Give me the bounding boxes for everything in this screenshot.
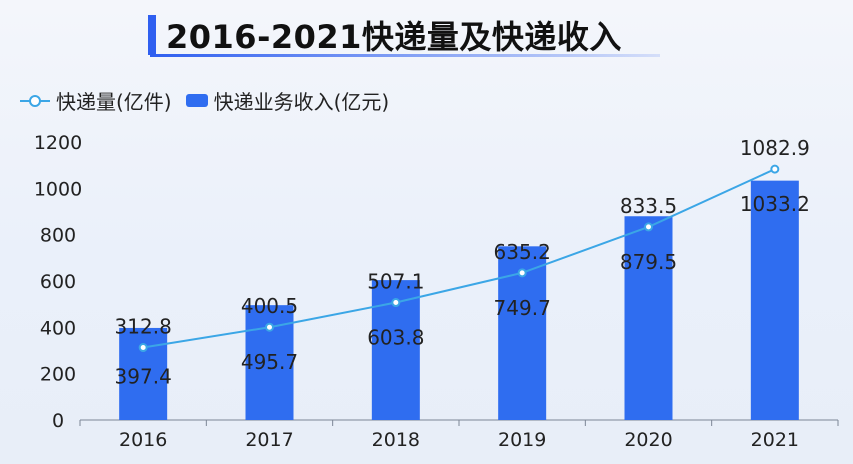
volume-line <box>143 168 776 349</box>
volume-data-label: 635.2 <box>494 240 551 264</box>
volume-point <box>517 268 527 278</box>
volume-point <box>138 343 148 353</box>
volume-data-label: 400.5 <box>241 294 298 318</box>
y-tick-label: 600 <box>40 271 76 293</box>
y-tick-label: 800 <box>40 225 76 247</box>
revenue-data-label: 749.7 <box>494 296 551 320</box>
chart-title-block: 2016-2021快递量及快递收入 <box>148 14 622 56</box>
x-tick-label: 2020 <box>624 429 672 451</box>
legend-item-line[interactable]: 快递量(亿件) <box>20 86 172 115</box>
line-marker-icon <box>20 94 50 108</box>
y-tick-label: 0 <box>52 410 64 432</box>
y-tick-label: 200 <box>40 364 76 386</box>
volume-data-label: 507.1 <box>367 270 424 294</box>
title-accent-bar <box>148 15 156 55</box>
legend-item-bar[interactable]: 快递业务收入(亿元) <box>185 86 390 115</box>
volume-point <box>391 298 401 308</box>
y-tick-label: 1000 <box>34 178 82 200</box>
x-tick-label: 2019 <box>498 429 546 451</box>
bar-swatch-icon <box>185 94 208 107</box>
revenue-bar <box>750 180 799 420</box>
chart-legend: 快递量(亿件) 快递业务收入(亿元) <box>20 86 403 115</box>
x-tick-label: 2021 <box>751 429 799 451</box>
volume-data-label: 833.5 <box>620 194 677 218</box>
legend-bar-label: 快递业务收入(亿元) <box>213 90 390 114</box>
volume-data-label: 1082.9 <box>740 136 810 160</box>
revenue-data-label: 879.5 <box>620 250 677 274</box>
revenue-data-label: 397.4 <box>115 365 172 389</box>
volume-point <box>770 164 780 174</box>
x-tick-label: 2016 <box>119 429 167 451</box>
y-tick-label: 1200 <box>34 132 82 154</box>
title-underline <box>150 54 660 57</box>
x-tick-label: 2018 <box>372 429 420 451</box>
volume-data-label: 312.8 <box>115 315 172 339</box>
volume-point <box>265 322 274 332</box>
revenue-data-label: 495.7 <box>241 350 298 374</box>
chart-title: 2016-2021快递量及快递收入 <box>166 18 622 56</box>
revenue-data-label: 603.8 <box>367 326 424 350</box>
x-tick-label: 2017 <box>245 429 293 451</box>
volume-point <box>644 222 653 232</box>
revenue-data-label: 1033.2 <box>740 192 810 216</box>
revenue-bar <box>624 216 673 420</box>
legend-line-label: 快递量(亿件) <box>56 90 172 114</box>
y-tick-label: 400 <box>40 317 76 339</box>
